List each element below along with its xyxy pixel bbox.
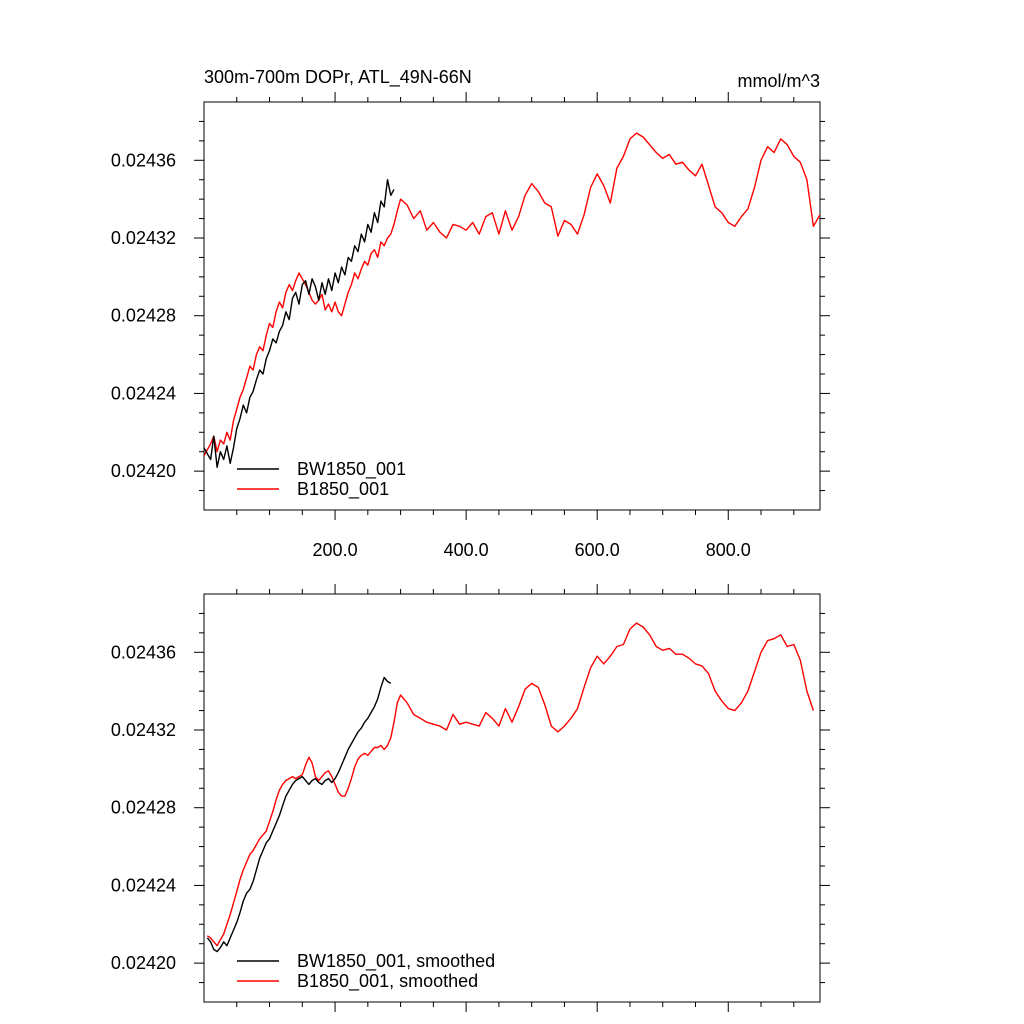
bottom-y-tick-label: 0.02424	[111, 875, 176, 895]
chart-title: 300m-700m DOPr, ATL_49N-66N	[204, 67, 472, 88]
top-series-line-red	[204, 132, 820, 456]
top-y-tick-label: 0.02424	[111, 383, 176, 403]
bottom-y-tick-label: 0.02432	[111, 720, 176, 740]
top-y-tick-label: 0.02428	[111, 306, 176, 326]
bottom-series-line-black	[206, 676, 392, 953]
top-x-tick-label: 600.0	[575, 540, 620, 560]
top-y-tick-label: 0.02436	[111, 150, 176, 170]
bottom-y-tick-label: 0.02428	[111, 798, 176, 818]
bottom-legend-label: BW1850_001, smoothed	[297, 951, 495, 972]
top-legend-label: BW1850_001	[297, 459, 406, 480]
top-plot-frame	[203, 101, 821, 511]
top-x-tick-label: 200.0	[313, 540, 358, 560]
bottom-legend-label: B1850_001, smoothed	[297, 971, 478, 992]
bottom-y-tick-label: 0.02436	[111, 642, 176, 662]
top-legend-label: B1850_001	[297, 479, 389, 500]
bottom-series-line-red	[206, 622, 815, 947]
top-y-tick-label: 0.02420	[111, 461, 176, 481]
bottom-panel: 0.02420 0.02424 0.02428 0.02432 0.02436 BW185…	[111, 584, 830, 1012]
bottom-plot-frame	[203, 593, 821, 1003]
top-x-tick-label: 400.0	[444, 540, 489, 560]
top-panel: 200.0 400.0 600.0 800.0 0.02420 0.02424 0.0242…	[111, 92, 830, 560]
top-y-tick-label: 0.02432	[111, 228, 176, 248]
chart-units: mmol/m^3	[738, 71, 820, 91]
top-x-tick-label: 800.0	[706, 540, 751, 560]
bottom-y-tick-label: 0.02420	[111, 953, 176, 973]
top-series-line-black	[204, 178, 395, 468]
